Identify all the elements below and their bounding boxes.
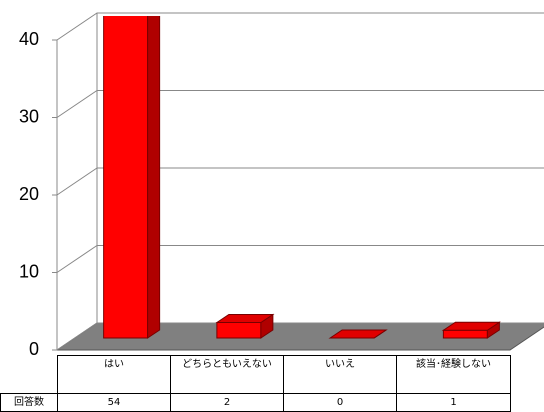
category-label: はい bbox=[57, 355, 171, 394]
category-label: 該当･経験しない bbox=[396, 355, 511, 394]
data-table: はい どちらともいえない いいえ 該当･経験しない 回答数 54 2 0 1 bbox=[0, 355, 511, 412]
grid-line bbox=[56, 12, 544, 41]
y-tick-label: 20 bbox=[19, 184, 39, 204]
grid-line bbox=[56, 167, 544, 196]
bar-front bbox=[103, 16, 149, 339]
bar-top bbox=[441, 321, 502, 331]
value-cell: 1 bbox=[396, 393, 511, 412]
bar-top bbox=[328, 329, 388, 339]
category-label: どちらともいえない bbox=[170, 355, 284, 394]
value-cell: 0 bbox=[283, 393, 397, 412]
bar bbox=[103, 16, 161, 339]
y-tick-label: 10 bbox=[19, 261, 39, 281]
bar-top bbox=[215, 314, 275, 323]
grid-line bbox=[56, 90, 544, 118]
grid-line bbox=[56, 322, 544, 351]
y-tick-label: 40 bbox=[19, 29, 39, 49]
value-cell: 54 bbox=[57, 393, 171, 412]
y-tick-label: 30 bbox=[19, 106, 39, 126]
y-tick-label: 0 bbox=[29, 339, 39, 359]
bar-side bbox=[147, 16, 161, 339]
row-label: 回答数 bbox=[0, 393, 58, 412]
value-cell: 2 bbox=[170, 393, 284, 412]
bar-front bbox=[216, 322, 262, 339]
grid-line bbox=[56, 245, 544, 273]
bar bbox=[328, 329, 388, 339]
bar-front bbox=[442, 329, 488, 339]
category-label: いいえ bbox=[283, 355, 397, 394]
bar bbox=[441, 321, 502, 339]
bar bbox=[215, 313, 275, 339]
